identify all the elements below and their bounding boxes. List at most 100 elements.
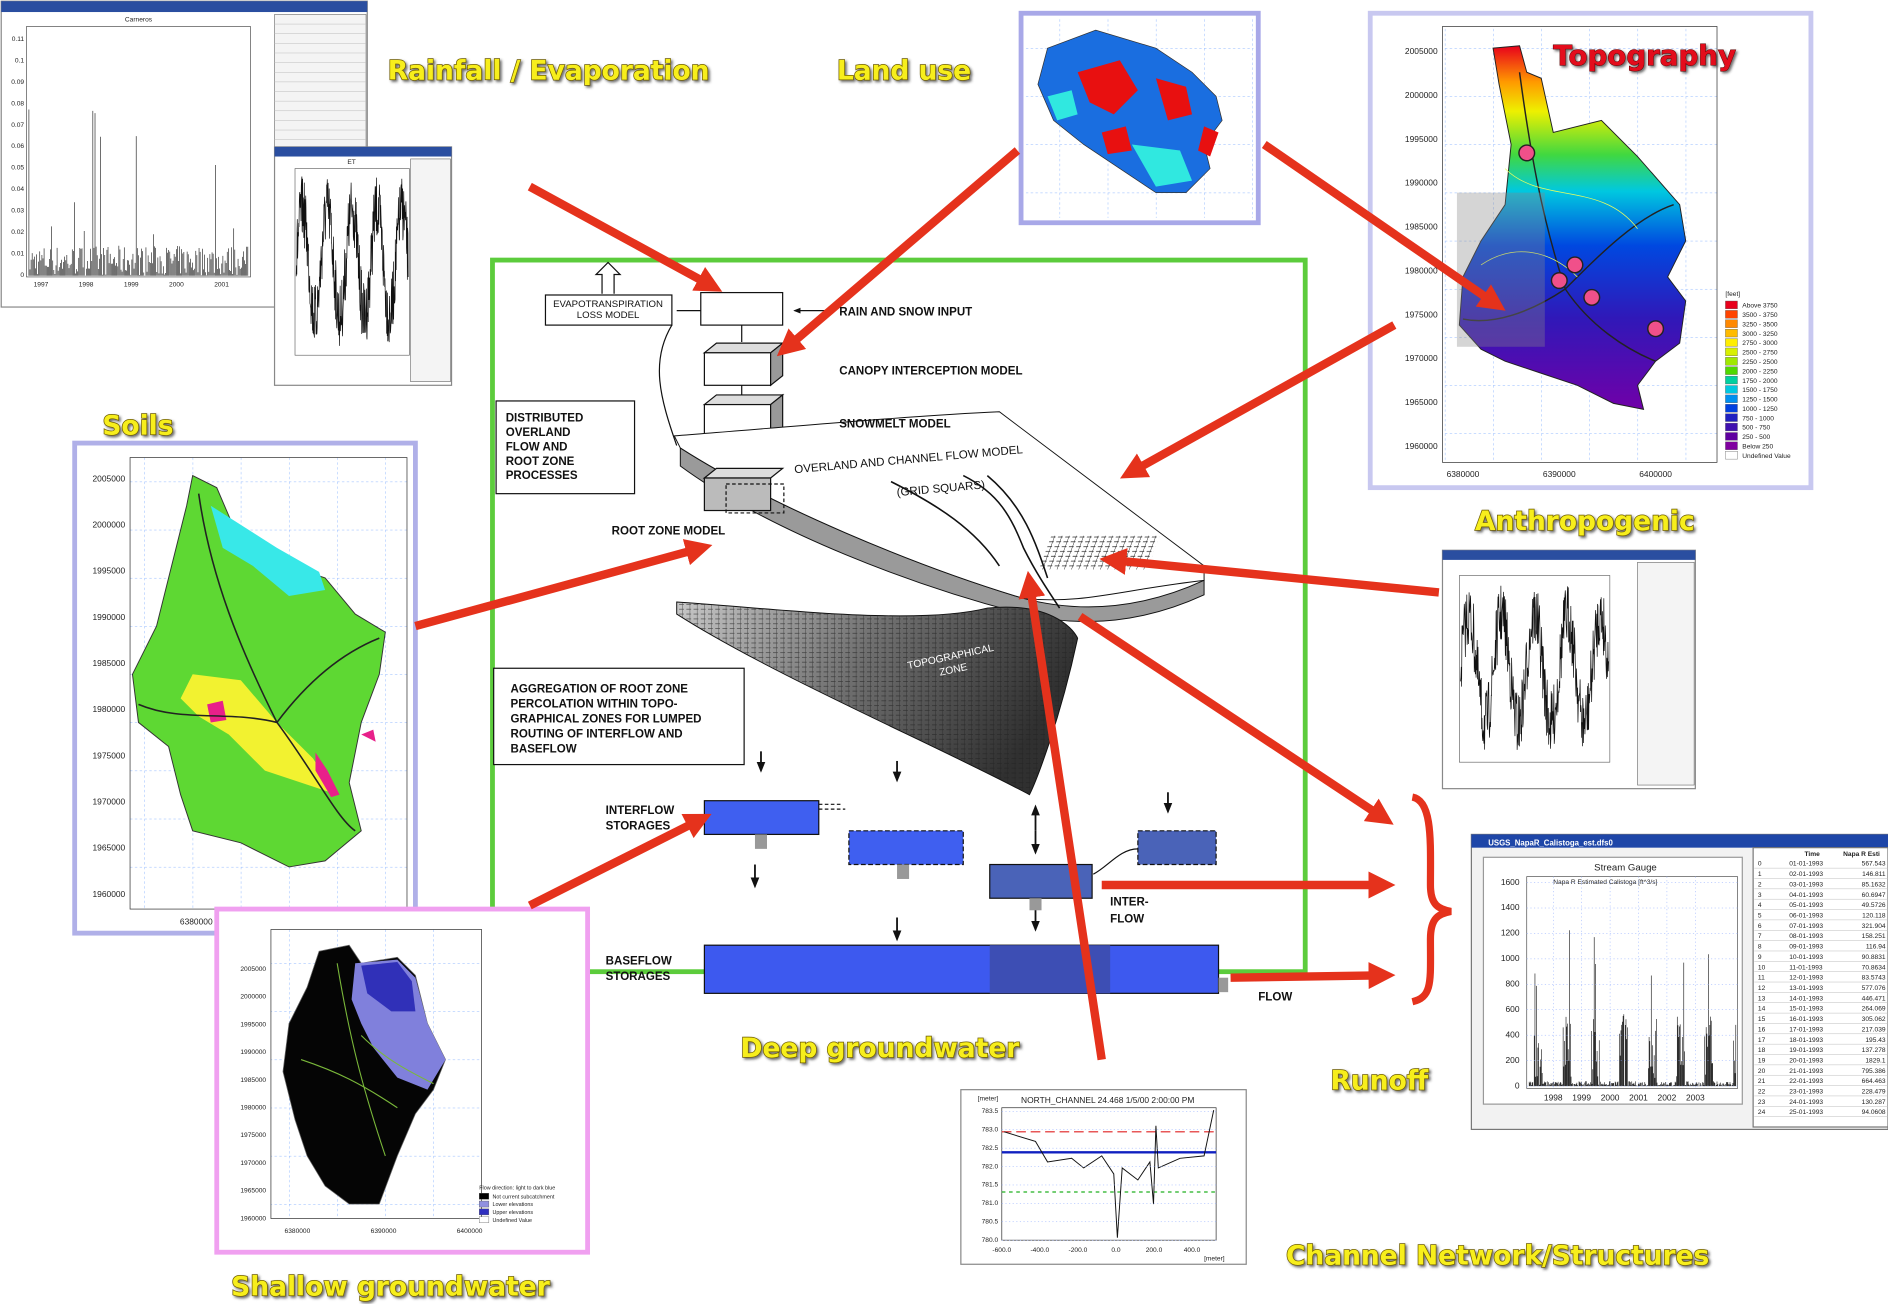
text: 0.02: [11, 229, 24, 236]
text: 2000000: [93, 520, 126, 530]
text: 09-01-1993: [1789, 944, 1823, 951]
text: 0.1: [15, 57, 25, 64]
legend-label: 1500 - 1750: [1742, 387, 1778, 394]
text: 2005000: [1405, 46, 1438, 56]
text: 228.479: [1862, 1089, 1886, 1096]
legend-swatch: [479, 1208, 490, 1216]
text: 400.0: [1184, 1247, 1201, 1254]
text: 1400: [1501, 902, 1520, 912]
plot-trace: [1528, 930, 1737, 1087]
text: 2: [1758, 881, 1762, 888]
legend-label: 1750 - 2000: [1742, 378, 1778, 385]
text: INTER-: [1110, 896, 1149, 908]
text: Time: [1804, 851, 1820, 858]
text: 1965000: [1405, 397, 1438, 407]
text: 305.062: [1862, 1016, 1886, 1023]
text: 200.0: [1146, 1247, 1163, 1254]
text: CANOPY INTERCEPTION MODEL: [839, 365, 1022, 377]
legend-swatch: [1725, 451, 1738, 460]
text: 783.5: [982, 1108, 999, 1115]
text: -600.0: [992, 1247, 1011, 1254]
channel-window: [960, 1089, 1247, 1265]
arrows: [414, 141, 1506, 1061]
plot-trace: [1460, 585, 1610, 750]
text: 23: [1758, 1099, 1766, 1106]
legend-swatch: [1725, 338, 1738, 347]
legend-swatch: [479, 1193, 490, 1200]
text: 17: [1758, 1037, 1766, 1044]
text: 6380000: [1447, 469, 1480, 479]
text: 1970000: [93, 797, 126, 807]
text: 0: [20, 272, 24, 279]
text: AGGREGATION OF ROOT ZONE: [511, 683, 689, 695]
legend-label: Lower elevations: [492, 1202, 533, 1208]
text: BASEFLOW: [606, 955, 672, 967]
text: 1990000: [93, 612, 126, 622]
text: 08-01-1993: [1789, 933, 1823, 940]
text: 577.076: [1862, 985, 1886, 992]
text: 1980000: [240, 1104, 266, 1111]
text: 795.386: [1862, 1068, 1886, 1075]
text: 16: [1758, 1026, 1766, 1033]
legend-swatch: [1725, 300, 1738, 310]
text: 1980000: [1405, 265, 1438, 275]
text: [meter]: [978, 1096, 999, 1103]
text: 264.069: [1862, 1006, 1886, 1013]
text: 17-01-1993: [1789, 1026, 1823, 1033]
legend-label: Not current subcatchment: [492, 1194, 554, 1200]
soils-map: [72, 440, 418, 936]
text: 1965000: [93, 843, 126, 853]
text: BASEFLOW: [511, 744, 577, 756]
text: 664.463: [1862, 1078, 1886, 1085]
text: 13: [1758, 995, 1766, 1002]
text: 1995000: [240, 1021, 266, 1028]
text: 1829.1: [1865, 1057, 1886, 1064]
text: 6400000: [1639, 469, 1672, 479]
text: Napa R Estimated Calistoga [ft^3/s]: [1553, 879, 1657, 886]
text: 83.5743: [1862, 975, 1886, 982]
shallow-map: Flow direction: light to dark blue Not cu…: [214, 906, 591, 1255]
legend-swatch: [1725, 329, 1738, 338]
label: Shallow groundwater: [231, 1272, 550, 1303]
text: 60.6947: [1862, 892, 1886, 899]
legend-label: 750 - 1000: [1742, 415, 1774, 422]
label: Land use: [837, 55, 971, 86]
text: 1600: [1501, 877, 1520, 887]
text: 1995000: [1405, 134, 1438, 144]
text: 7: [1758, 933, 1762, 940]
text: 6390000: [371, 1228, 397, 1235]
label: Runoff: [1331, 1066, 1429, 1097]
text: 1990000: [240, 1049, 266, 1056]
text: ROOT ZONE: [506, 456, 575, 468]
text: 1970000: [1405, 353, 1438, 363]
text: 14: [1758, 1006, 1766, 1013]
text: [meter]: [1204, 1256, 1225, 1263]
text: 1960000: [1405, 441, 1438, 451]
text: 130.287: [1862, 1099, 1886, 1106]
text: 0.08: [11, 100, 24, 107]
text: 1960000: [240, 1215, 266, 1222]
legend-label: 3500 - 3750: [1742, 312, 1778, 319]
text: EVAPOTRANSPIRATION: [553, 299, 663, 310]
text: 1999: [1572, 1093, 1591, 1103]
text: Stream Gauge: [1594, 863, 1657, 874]
text: 783.0: [982, 1127, 999, 1134]
text: 0.03: [11, 208, 24, 215]
text: 195.43: [1865, 1037, 1886, 1044]
text: STORAGES: [606, 971, 671, 983]
text: 600: [1506, 1004, 1520, 1014]
text: 1: [1758, 871, 1762, 878]
text: 1000: [1501, 953, 1520, 963]
text: ROUTING OF INTERFLOW AND: [511, 728, 683, 740]
legend: Flow direction: light to dark blue Not cu…: [479, 1186, 555, 1224]
text: 0.06: [11, 143, 24, 150]
text: 06-01-1993: [1789, 912, 1823, 919]
text: RAIN AND SNOW INPUT: [839, 306, 972, 318]
text: 4: [1758, 902, 1762, 909]
text: 9: [1758, 954, 1762, 961]
topography-map: [feet]Above 3750 3500 - 3750 3250 - 3500 30…: [1367, 10, 1814, 491]
text: 782.0: [982, 1163, 999, 1170]
